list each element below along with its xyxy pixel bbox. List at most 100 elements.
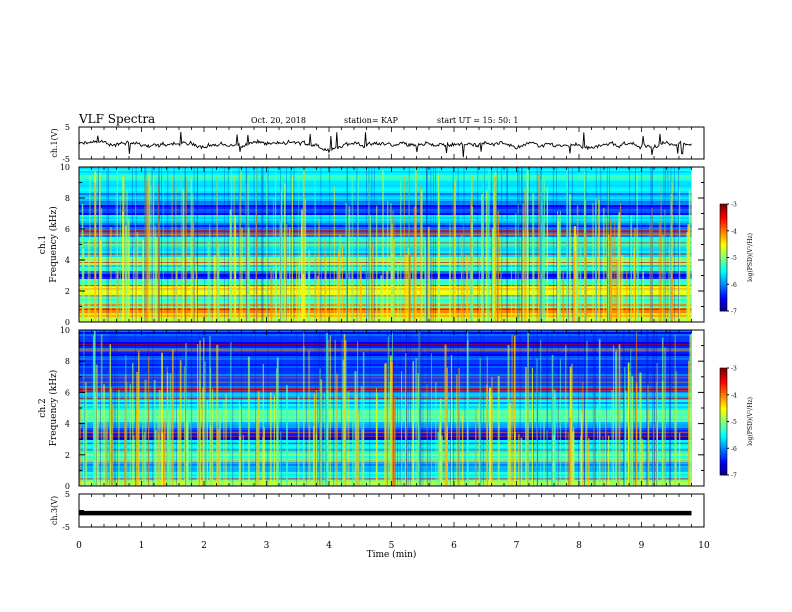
sferic-streak: [135, 402, 137, 486]
sferic-streak: [275, 171, 277, 322]
quiet-gap: [131, 167, 133, 322]
colorbar-step: [720, 446, 727, 449]
sferic-streak: [155, 429, 157, 486]
sferic-streak: [656, 412, 658, 486]
sferic-streak: [602, 436, 604, 486]
sferic-streak: [456, 374, 458, 486]
quiet-gap: [519, 330, 521, 486]
quiet-gap: [407, 330, 409, 486]
spectrogram-row: [79, 299, 692, 302]
sferic-streak: [460, 235, 463, 322]
spectrogram-row: [79, 336, 692, 339]
colorbar-step: [720, 271, 727, 274]
quiet-gap: [232, 330, 234, 486]
sferic-streak: [336, 373, 338, 486]
sferic-streak: [100, 208, 103, 322]
sferic-streak: [615, 350, 618, 486]
ch3-y-label: ch.3(V): [50, 496, 59, 525]
sferic-streak: [584, 233, 586, 322]
ch1-y-tick-label: -5: [62, 155, 70, 164]
sferic-streak: [124, 167, 126, 322]
quiet-gap: [426, 167, 428, 322]
sferic-streak: [576, 205, 579, 322]
sferic-streak: [148, 356, 150, 486]
sferic-streak: [674, 334, 676, 486]
sferic-streak: [283, 183, 286, 322]
quiet-gap: [483, 167, 485, 322]
colorbar-step: [720, 387, 727, 390]
sferic-streak: [411, 257, 414, 322]
sferic-streak: [391, 361, 394, 486]
sferic-streak: [318, 218, 320, 322]
colorbar-step: [720, 293, 727, 296]
quiet-gap: [267, 167, 269, 322]
narrowband-line: [79, 309, 692, 310]
sferic-streak: [413, 403, 415, 486]
colorbar-step: [720, 460, 727, 463]
quiet-gap: [368, 167, 370, 322]
sferic-streak: [301, 210, 303, 322]
colorbar-step: [720, 401, 727, 405]
quiet-gap: [173, 167, 175, 322]
colorbar-step: [720, 211, 727, 214]
quiet-gap: [635, 167, 636, 322]
sferic-streak: [478, 254, 480, 322]
sferic-streak: [414, 167, 417, 322]
ch1-spectrogram-y-label: Frequency (kHz): [48, 206, 59, 283]
spectrogram-row: [79, 340, 692, 343]
sferic-streak: [605, 414, 607, 486]
quiet-gap: [176, 330, 177, 486]
sferic-streak: [190, 178, 193, 322]
quiet-gap: [227, 167, 229, 322]
colorbar-step: [720, 398, 727, 401]
sferic-streak: [122, 176, 125, 322]
sferic-streak: [408, 254, 411, 322]
sferic-streak: [522, 230, 525, 322]
quiet-gap: [594, 330, 596, 486]
quiet-gap: [546, 330, 548, 486]
quiet-gap: [366, 167, 368, 322]
colorbar-step: [720, 389, 727, 392]
sferic-streak: [438, 217, 440, 322]
sferic-streak: [303, 330, 305, 486]
quiet-gap: [373, 167, 375, 322]
sferic-streak: [642, 271, 644, 322]
time-tick-label: 3: [264, 541, 270, 551]
narrowband-line: [79, 339, 692, 340]
ch3-y-tick-label: 5: [65, 490, 70, 499]
sferic-streak: [437, 173, 439, 322]
colorbar-step: [720, 380, 727, 383]
spectrogram-row: [79, 249, 692, 252]
sferic-streak: [463, 215, 465, 322]
sferic-streak: [132, 435, 135, 486]
colorbar-step: [720, 392, 727, 396]
quiet-gap: [668, 330, 670, 486]
sferic-streak: [664, 347, 666, 486]
sferic-streak: [617, 222, 619, 322]
spectrogram-row: [79, 330, 692, 333]
quiet-gap: [432, 167, 434, 322]
quiet-gap: [152, 330, 154, 486]
quiet-gap: [507, 167, 508, 322]
sferic-streak: [651, 207, 653, 322]
sferic-streak: [565, 344, 567, 486]
quiet-gap: [571, 167, 573, 322]
sferic-streak: [500, 235, 502, 322]
sferic-streak: [157, 183, 160, 322]
quiet-gap: [629, 167, 631, 322]
spectrogram-row: [79, 197, 692, 200]
colorbar-step: [720, 239, 727, 242]
colorbar-step: [720, 371, 727, 374]
sferic-streak: [109, 344, 112, 486]
time-tick-label: 9: [639, 541, 645, 551]
sferic-streak: [246, 233, 249, 322]
sferic-streak: [144, 432, 146, 486]
colorbar-step: [720, 368, 727, 371]
sferic-streak: [538, 173, 540, 322]
quiet-gap: [491, 167, 492, 322]
colorbar-tick-label: -6: [731, 446, 737, 453]
colorbar-step: [720, 462, 727, 465]
colorbar-step: [720, 469, 727, 472]
colorbar-tick-label: -7: [731, 309, 737, 316]
